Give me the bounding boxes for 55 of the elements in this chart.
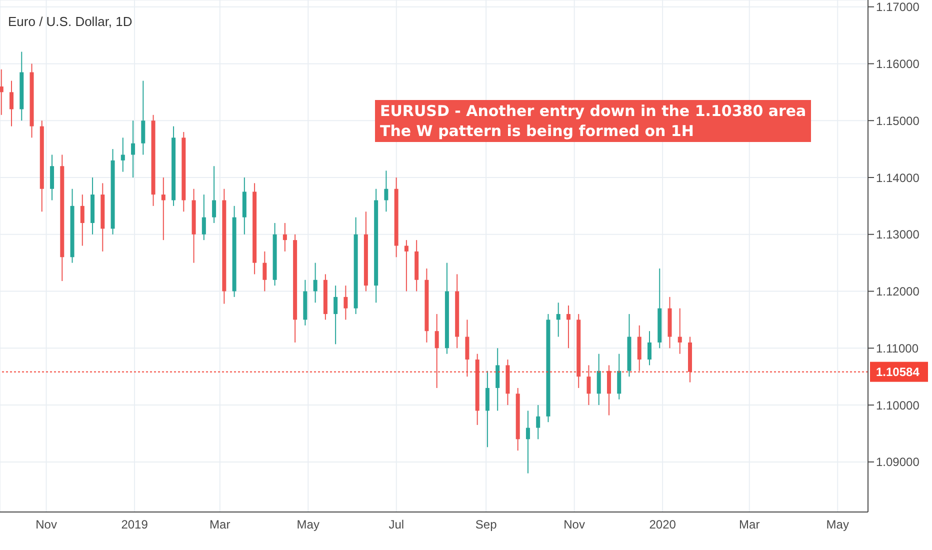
y-tick-label: 1.09000 (876, 455, 920, 470)
x-tick-label: 2019 (121, 518, 148, 532)
candlestick (404, 240, 408, 292)
candlestick (212, 166, 216, 224)
y-tick-label: 1.10000 (876, 398, 920, 412)
ref-line-label: 1.10584 (876, 364, 920, 379)
candlestick (384, 170, 388, 212)
y-tick-label: 1.13000 (876, 228, 920, 242)
y-tick-label: 1.16000 (876, 56, 920, 71)
candlestick (161, 176, 166, 241)
candlestick (526, 410, 530, 474)
candlestick (434, 314, 439, 388)
candlestick (262, 250, 267, 292)
candlestick (485, 370, 490, 448)
candlestick (678, 308, 682, 354)
candlestick (637, 324, 642, 372)
x-tick-label: Mar (739, 518, 760, 532)
candlestick (617, 353, 622, 400)
candlestick (80, 194, 84, 246)
candlestick (606, 364, 611, 416)
x-tick-label: Jul (388, 518, 404, 532)
candlestick (202, 194, 206, 241)
y-tick-label: 1.14000 (876, 170, 920, 185)
x-tick-label: Nov (564, 518, 585, 532)
x-tick-label: May (826, 518, 849, 532)
x-tick-label: May (296, 518, 320, 532)
candlestick (334, 285, 338, 345)
candlestick (465, 319, 470, 378)
candlestick (536, 404, 540, 440)
candlestick (10, 80, 14, 127)
candlestick (566, 304, 570, 349)
candlestick (0, 68, 4, 116)
candlestick (131, 120, 136, 178)
candlestick (647, 330, 652, 366)
candlestick (596, 353, 601, 406)
candlestick (556, 302, 560, 338)
candlestick (313, 262, 318, 304)
y-tick-label: 1.12000 (876, 284, 920, 299)
candlestick (586, 364, 591, 406)
annotation: The W pattern is being formed on 1H (380, 121, 695, 141)
candlestick (50, 154, 54, 201)
candlestick (344, 285, 348, 320)
y-tick-label: 1.15000 (876, 114, 920, 128)
candlestick (282, 222, 287, 252)
annotation: EURUSD - Another entry down in the 1.10380 area (380, 101, 806, 121)
text: Euro / U.S. Dollar, 1D (8, 14, 132, 29)
x-tick-label: Mar (210, 518, 230, 532)
x-tick-label: Nov (36, 518, 57, 532)
y-tick-label: 1.17000 (876, 0, 920, 14)
candlestick (141, 80, 146, 156)
x-tick-label: 2020 (649, 518, 676, 532)
x-tick-label: Sep (475, 518, 498, 532)
candlestick (496, 348, 500, 412)
y-tick-label: 1.11000 (876, 341, 919, 356)
candlestick (120, 137, 125, 172)
